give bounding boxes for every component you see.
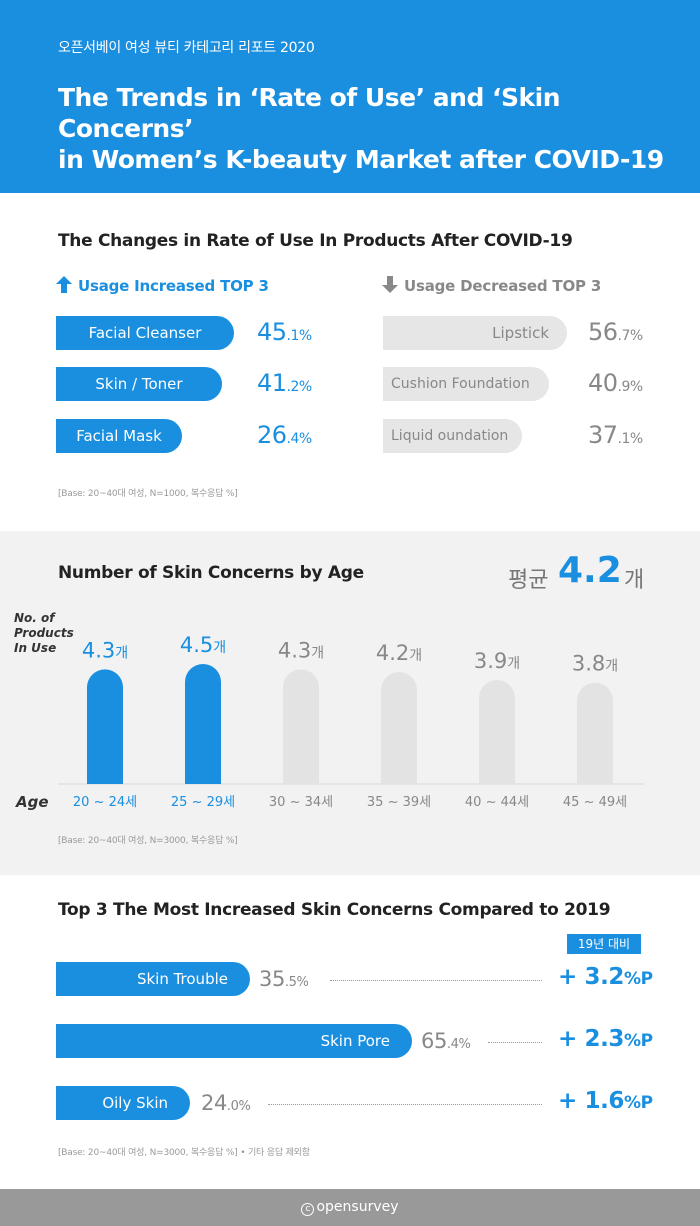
age-bar-value-label: 4.3개 bbox=[82, 638, 128, 662]
increased-item-facial-mask: Facial Mask bbox=[56, 419, 182, 453]
age-bar-value-label: 4.2개 bbox=[376, 641, 422, 665]
vs-2019-badge: 19년 대비 bbox=[567, 934, 641, 954]
arrow-down-icon bbox=[382, 276, 398, 293]
decreased-item-lipstick: Lipstick bbox=[383, 316, 567, 350]
concern-value-oily-skin: 24.0% bbox=[201, 1091, 251, 1115]
usage-decreased-heading: Usage Decreased TOP 3 bbox=[382, 276, 601, 295]
age-bar bbox=[381, 672, 417, 784]
footer: c opensurvey bbox=[0, 1189, 700, 1226]
concern-value-skin-pore: 65.4% bbox=[421, 1029, 471, 1053]
age-bar bbox=[577, 682, 613, 784]
age-category-label: 35 ~ 39세 bbox=[367, 795, 431, 810]
age-bar bbox=[283, 669, 319, 784]
concern-bar-skin-pore: Skin Pore bbox=[56, 1024, 412, 1058]
age-category-label: 30 ~ 34세 bbox=[269, 795, 333, 810]
leader-dots bbox=[330, 980, 542, 981]
age-bar bbox=[185, 664, 221, 784]
age-bar-value-label: 4.5개 bbox=[180, 633, 226, 657]
usage-decreased-label: Usage Decreased TOP 3 bbox=[404, 277, 602, 295]
age-bar-value-label: 3.8개 bbox=[572, 652, 618, 676]
section3-base-note: [Base: 20~40대 여성, N=3000, 복수응답 %] • 기타 응… bbox=[58, 1148, 310, 1158]
increased-value-facial-cleanser: 45.1% bbox=[257, 318, 312, 346]
decreased-item-liquid-foundation: Liquid oundation bbox=[383, 419, 522, 453]
age-category-label: 25 ~ 29세 bbox=[171, 795, 235, 810]
report-title-line1: The Trends in ‘Rate of Use’ and ‘Skin Co… bbox=[58, 83, 561, 143]
concern-bar-skin-trouble: Skin Trouble bbox=[56, 962, 250, 996]
concern-delta-oily-skin: + 1.6%P bbox=[558, 1088, 653, 1114]
increased-value-skin-toner: 41.2% bbox=[257, 369, 312, 397]
concern-bar-oily-skin: Oily Skin bbox=[56, 1086, 190, 1120]
average-label: 평균 bbox=[508, 568, 549, 593]
average-value: 4.2 bbox=[558, 550, 622, 591]
brand-name: opensurvey bbox=[316, 1199, 399, 1215]
age-category-label: 45 ~ 49세 bbox=[563, 795, 627, 810]
header-banner: 오픈서베이 여성 뷰티 카테고리 리포트 2020 The Trends in … bbox=[0, 0, 700, 193]
report-title-line2: in Women’s K-beauty Market after COVID-1… bbox=[58, 145, 664, 174]
increased-item-facial-cleanser: Facial Cleanser bbox=[56, 316, 234, 350]
increased-item-skin-toner: Skin / Toner bbox=[56, 367, 222, 401]
age-bar-value-label: 4.3개 bbox=[278, 638, 324, 662]
arrow-up-icon bbox=[56, 276, 72, 293]
y-axis-label: No. of Products In Use bbox=[14, 611, 74, 655]
leader-dots bbox=[268, 1104, 542, 1105]
age-bar-value-label: 3.9개 bbox=[474, 649, 520, 673]
increased-value-facial-mask: 26.4% bbox=[257, 421, 312, 449]
report-title: The Trends in ‘Rate of Use’ and ‘Skin Co… bbox=[58, 82, 678, 175]
section1-base-note: [Base: 20~40대 여성, N=1000, 복수응답 %] bbox=[58, 489, 238, 499]
section2-base-note: [Base: 20~40대 여성, N=3000, 복수응답 %] bbox=[58, 836, 238, 846]
decreased-value-cushion-foundation: 40.9% bbox=[588, 369, 643, 397]
average-unit: 개 bbox=[624, 568, 645, 593]
decreased-value-liquid-foundation: 37.1% bbox=[588, 421, 643, 449]
concern-delta-skin-pore: + 2.3%P bbox=[558, 1026, 653, 1052]
age-bar bbox=[87, 669, 123, 784]
leader-dots bbox=[488, 1042, 542, 1043]
concern-delta-skin-trouble: + 3.2%P bbox=[558, 964, 653, 990]
section3-title: Top 3 The Most Increased Skin Concerns C… bbox=[58, 900, 611, 920]
age-category-label: 20 ~ 24세 bbox=[73, 795, 137, 810]
skin-concerns-by-age-chart: 4.3개 20 ~ 24세 4.5개 25 ~ 29세 4.3개 30 ~ 34세 4.2개… bbox=[58, 633, 644, 810]
report-kicker: 오픈서베이 여성 뷰티 카테고리 리포트 2020 bbox=[58, 40, 315, 56]
decreased-item-cushion-foundation: Cushion Foundation bbox=[383, 367, 549, 401]
copyright-icon: c bbox=[301, 1203, 315, 1216]
section2-title: Number of Skin Concerns by Age bbox=[58, 563, 364, 583]
section1-title: The Changes in Rate of Use In Products A… bbox=[58, 231, 573, 251]
usage-increased-label: Usage Increased TOP 3 bbox=[78, 277, 269, 295]
decreased-value-lipstick: 56.7% bbox=[588, 318, 643, 346]
age-category-label: 40 ~ 44세 bbox=[465, 795, 529, 810]
age-bar bbox=[479, 680, 515, 784]
x-axis-label: Age bbox=[16, 793, 49, 811]
usage-increased-heading: Usage Increased TOP 3 bbox=[56, 276, 269, 295]
concern-value-skin-trouble: 35.5% bbox=[259, 967, 309, 991]
